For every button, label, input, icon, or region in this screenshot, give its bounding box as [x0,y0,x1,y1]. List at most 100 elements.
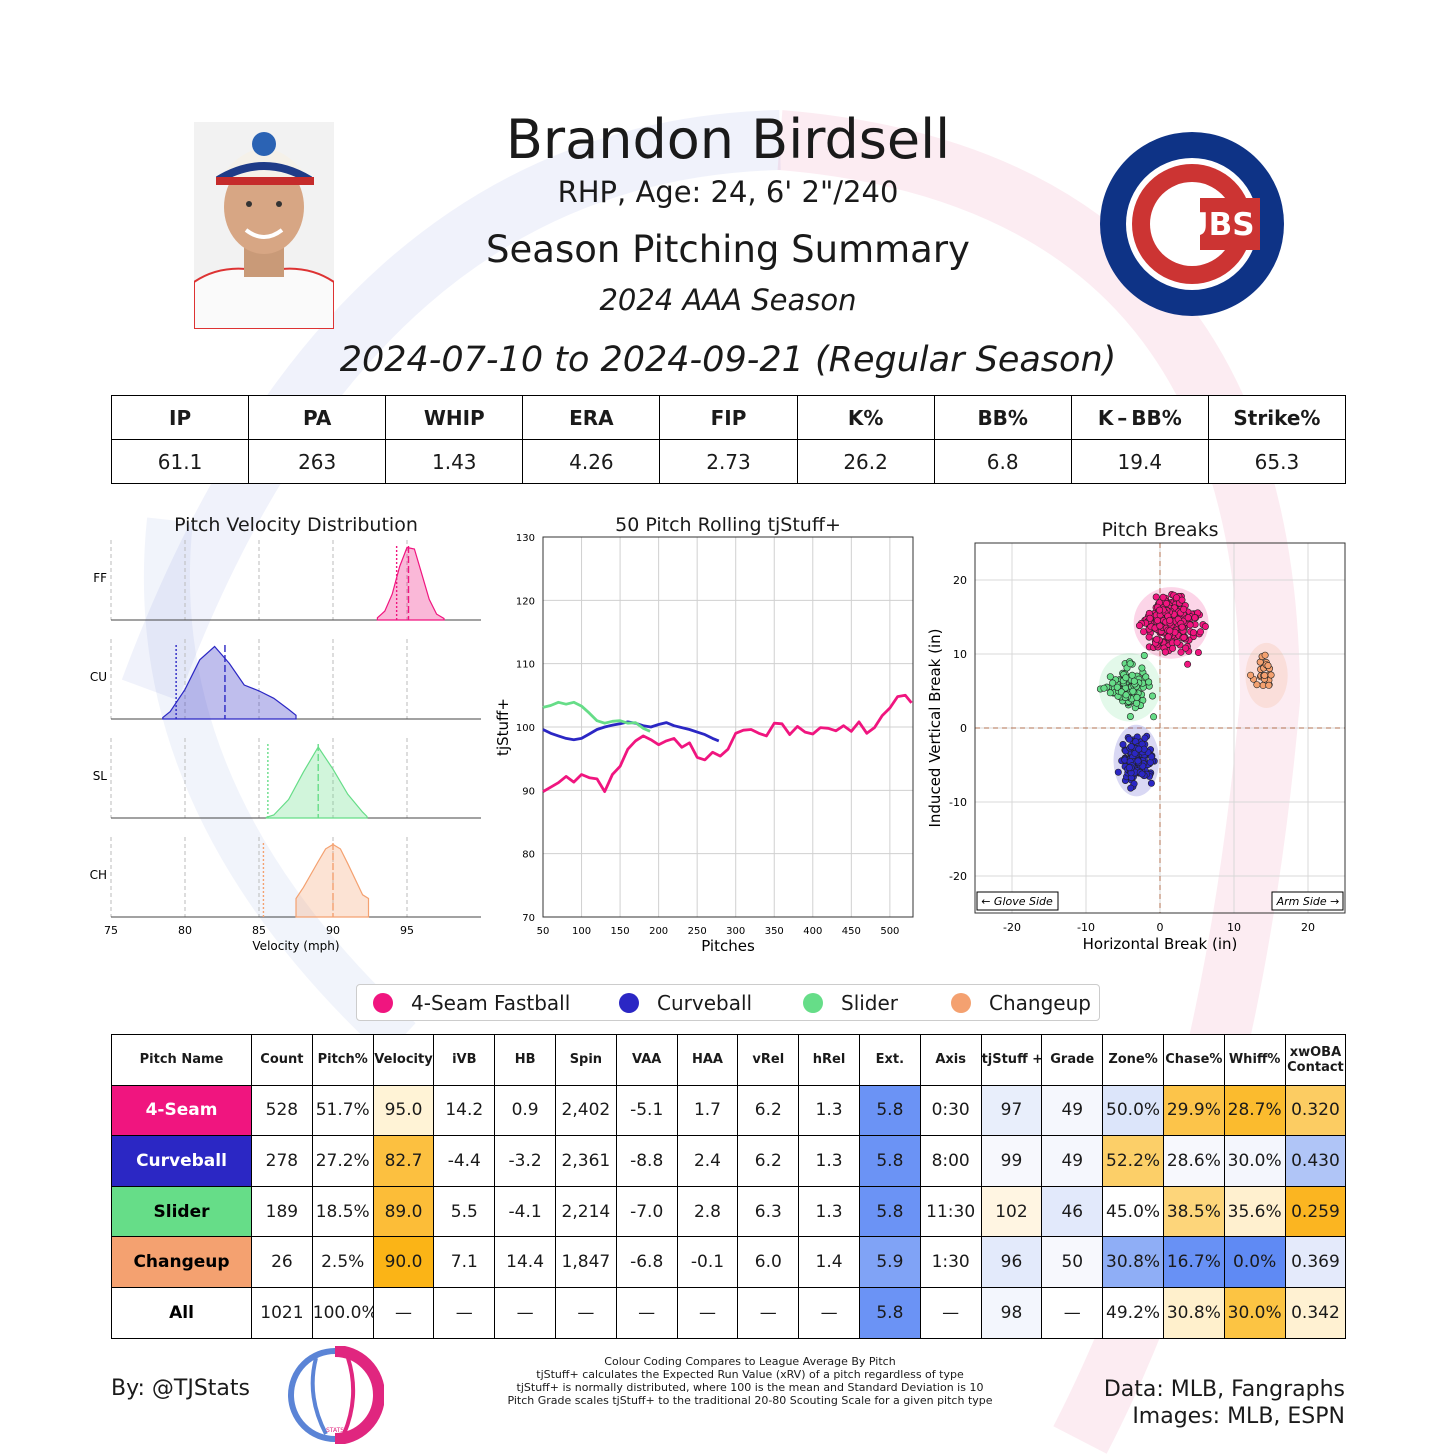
velocity-x-axis-label: Velocity (mph) [252,939,339,953]
breaks-point [1140,652,1148,660]
footer-note: tjStuff+ calculates the Expected Run Val… [536,1368,964,1381]
pitch-legend: 4-Seam Fastball Curveball Slider Changeu… [356,984,1100,1021]
rolling-x-tick-label: 250 [688,926,707,937]
pitch-table-header-cell: HAA [676,1034,739,1086]
pitch-table-cell: 102 [980,1185,1043,1238]
breaks-point [1128,671,1136,679]
breaks-point [1253,681,1261,689]
pitch-table-cell: — [554,1286,617,1339]
stat-value-pa: 263 [248,439,387,484]
pitch-table-row: All 1021 100.0% — — — — — — — —5.8—98—49.2% 30.8% 30… [111,1286,1347,1339]
pitch-table-cell: 16.7% [1162,1236,1225,1288]
pitch-table-cell: 1.3 [798,1135,860,1187]
stat-value-k-pct: 26.2 [796,439,935,484]
breaks-point [1189,629,1197,637]
pitch-table-cell: 29.9% [1162,1084,1225,1137]
pitch-table-cell: 50.0% [1102,1084,1164,1137]
stat-header-whip: WHIP [385,395,524,440]
team-logo: UBS [1100,132,1284,316]
pitch-table-cell: — [615,1286,678,1339]
rolling-y-axis-label: tjStuff+ [494,698,512,756]
pitch-table-cell: 49 [1041,1135,1104,1187]
pitch-table-cell: 30.0% [1223,1135,1286,1187]
stat-header-era: ERA [522,395,661,440]
pitch-table-cell: 0.320 [1284,1084,1347,1137]
rolling-x-tick-label: 100 [572,926,591,937]
footer-note: Pitch Grade scales tjStuff+ to the tradi… [507,1394,993,1407]
breaks-point [1154,617,1162,625]
legend-item-curveball: Curveball [619,991,752,1015]
pitch-table-cell: 95.0 [372,1084,435,1137]
breaks-plot-frame [974,542,1346,914]
breaks-point [1152,593,1160,601]
pitch-table-cell: 7.1 [433,1236,496,1288]
pitch-table-cell: -7.0 [615,1185,678,1238]
pitch-table-header-cell: Chase% [1162,1034,1225,1086]
rolling-x-tick-label: 200 [649,926,668,937]
breaks-point [1194,649,1202,657]
breaks-point [1135,745,1143,753]
pitch-breaks-chart: -20 -10 0 10 20 -20 -10 0 10 20 ← Glove Side Arm Si… [926,542,1346,953]
breaks-point [1261,672,1269,680]
pitch-table-cell: 30.0% [1223,1286,1286,1339]
byline: By: @TJStats [111,1376,251,1401]
breaks-point [1173,639,1181,647]
rolling-x-tick-label: 450 [842,926,861,937]
breaks-point [1184,660,1192,668]
velocity-density-ff [376,546,445,621]
rolling-x-tick-label: 150 [611,926,630,937]
breaks-x-tick-label: 10 [1227,921,1241,934]
season-stats-header-row: IP PA WHIP ERA FIP K% BB% K – BB% Strike… [110,395,1347,440]
breaks-point [1145,678,1153,686]
pitch-table-cell: — [1041,1286,1104,1339]
breaks-y-tick-label: 10 [953,648,967,661]
breaks-point [1106,689,1114,697]
stat-header-k-pct: K% [796,395,935,440]
breaks-point [1126,713,1134,721]
rolling-tjstuff-chart: 70 80 90 100 110 120 130 50 100 150 200 250 300 350 40… [494,533,914,955]
rolling-series-line [542,693,913,794]
pitch-table-cell: 90.0 [372,1236,435,1288]
pitch-table-cell: 5.8 [858,1084,921,1137]
breaks-point [1178,623,1186,631]
rolling-series-line [542,720,720,743]
pitch-table-cell: 30.8% [1162,1286,1225,1339]
pitch-table-cell: — [372,1286,435,1339]
breaks-point [1125,764,1133,772]
pitch-table-cell: 2.8 [676,1185,739,1238]
pitch-table-cell: 28.6% [1162,1135,1225,1187]
date-range: 2024-07-10 to 2024-09-21 (Regular Season… [339,340,1117,380]
breaks-point [1173,594,1181,602]
rolling-x-tick-label: 350 [765,926,784,937]
pitch-table-cell: 0.259 [1284,1185,1347,1238]
rolling-y-tick-label: 130 [516,533,535,544]
breaks-point [1138,664,1146,672]
rolling-x-tick-label: 300 [726,926,745,937]
velocity-row-label: FF [93,571,107,585]
pitch-table-cell: 8:00 [919,1135,982,1187]
velocity-tick-label: 90 [326,924,340,937]
velocity-density-cu [162,645,297,720]
breaks-point [1184,614,1192,622]
breaks-point [1264,662,1272,670]
breaks-point [1140,628,1148,636]
pitch-table-header-cell: iVB [433,1034,496,1086]
pitch-table-header-cell: Velocity [372,1034,435,1086]
pitch-table-cell: -5.1 [615,1084,678,1137]
pitch-table-cell: -3.2 [494,1135,556,1187]
pitch-table-cell: 30.8% [1102,1236,1164,1288]
pitch-table-cell: 6.2 [737,1084,800,1137]
pitch-table-cell: 26 [251,1236,313,1288]
pitch-table-cell: 1,847 [554,1236,617,1288]
pitch-table-cell: — [737,1286,800,1339]
pitch-table-cell: 98 [980,1286,1043,1339]
pitch-table-cell: 2,402 [554,1084,617,1137]
velocity-row-label: SL [93,769,108,783]
breaks-point [1182,644,1190,652]
pitch-table-cell: 528 [251,1084,313,1137]
pitch-table-cell: 52.2% [1102,1135,1164,1187]
pitch-table-cell: 100.0% [311,1286,374,1339]
pitch-table-header-cell: Ext. [858,1034,921,1086]
breaks-y-tick-label: -20 [949,870,967,883]
pitch-name-cell: Slider [111,1185,252,1238]
